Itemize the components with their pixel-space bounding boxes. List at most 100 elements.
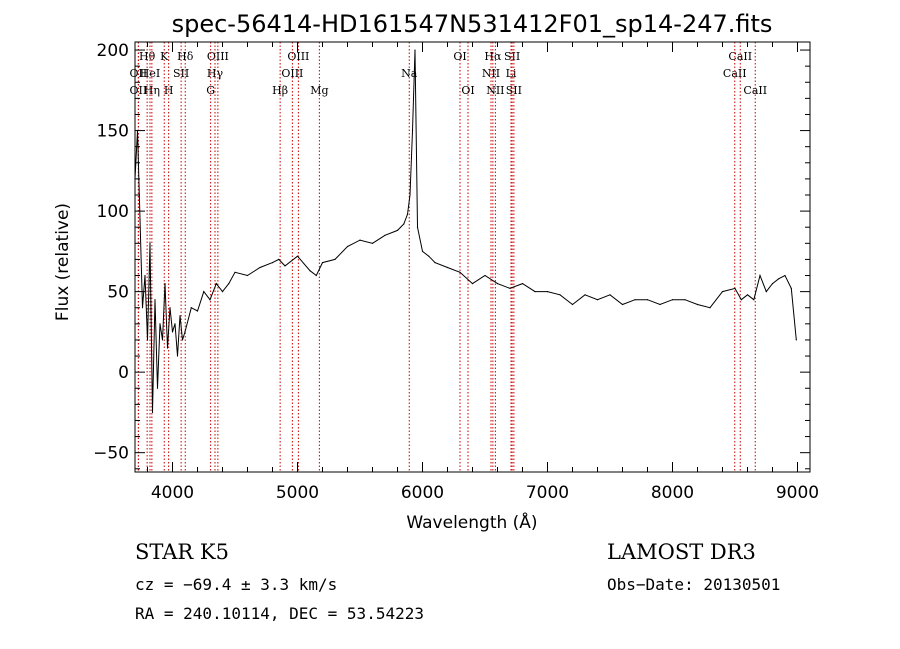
marker-label: Hθ [139,50,156,63]
data-point [521,283,524,285]
marker-label: Hβ [272,84,288,97]
data-point [315,274,317,277]
marker-label: H [164,84,174,97]
data-point [609,294,611,296]
data-point [403,223,405,225]
data-point [546,291,549,293]
data-point [646,299,649,301]
data-point [184,331,186,333]
data-point [271,262,274,264]
data-point [795,339,797,341]
marker-label: Li [506,67,517,80]
marker-label: Hη [144,84,160,97]
data-point [246,274,249,277]
data-point [161,339,164,341]
marker-label: K [160,50,169,63]
spectrum-line [134,50,797,413]
data-point [684,299,686,301]
data-point [509,287,511,289]
x-tick-label: 6000 [401,483,444,503]
marker-label: OI [461,84,474,97]
data-point [159,323,161,325]
marker-label: SII [504,50,520,63]
data-point [203,291,205,293]
x-tick-label: 9000 [776,483,819,503]
redshift-velocity: cz = −69.4 ± 3.3 km/s [135,575,338,594]
data-point [169,307,171,309]
data-point [734,287,736,289]
data-point [166,347,169,349]
data-point [384,234,386,236]
data-point [771,283,774,285]
data-point [416,226,419,228]
data-point [411,130,414,132]
data-point [259,266,261,269]
data-point [179,315,181,317]
marker-label: Hα [484,50,502,63]
marker-label: OI [453,50,466,63]
data-point [181,339,184,341]
marker-label: CaII [728,50,752,63]
y-tick-label: 50 [107,283,129,303]
data-point [309,270,311,272]
data-point [434,262,436,264]
data-point [778,278,780,280]
y-axis-label: Flux (relative) [53,203,73,321]
data-point [174,323,176,325]
data-point [721,291,724,293]
marker-label: Hδ [177,50,194,63]
x-tick-label: 8000 [651,483,694,503]
marker-label: Mg [310,84,328,97]
data-point [596,299,599,301]
data-point [740,299,742,301]
data-point [234,271,236,273]
data-point [190,307,192,309]
data-point [139,218,141,220]
data-point [559,294,561,296]
marker-label: OII [130,84,148,97]
data-point [496,283,499,285]
data-point [621,303,624,306]
data-point [414,49,416,51]
data-point [156,387,159,389]
data-point [753,299,755,301]
marker-label: SII [173,67,189,80]
marker-label: CaII [723,67,747,80]
data-point [709,307,711,309]
marker-label: NII [482,67,500,80]
y-tick-label: −50 [93,444,129,464]
data-point [149,242,151,244]
survey-name: LAMOST DR3 [607,540,756,564]
marker-label: HeI [140,67,160,80]
data-point [215,283,217,285]
data-point [371,242,374,244]
y-tick-label: 100 [97,202,129,222]
marker-label: Na [401,67,418,80]
plot-frame [134,41,811,473]
data-point [321,262,324,264]
data-point [176,355,179,357]
chart-title: spec-56414-HD161547N531412F01_sp14-247.f… [172,10,773,38]
data-point [221,291,224,293]
marker-label: SII [506,84,522,97]
marker-label: NII [486,84,504,97]
marker-label: OIII [287,50,309,63]
data-point [196,310,199,312]
data-point [359,239,361,241]
data-point [784,274,786,277]
data-point [428,255,430,257]
data-point [228,283,230,285]
data-point [334,258,336,260]
marker-label: G [206,84,215,97]
y-tick-label: 200 [97,41,129,61]
marker-label: CaII [743,84,767,97]
data-point [296,255,299,257]
data-point [484,274,486,277]
data-point [759,274,761,277]
x-tick-label: 4000 [151,483,194,503]
marker-label: OIII [207,50,229,63]
x-tick-label: 5000 [276,483,319,503]
data-point [209,299,211,301]
data-point [446,266,449,269]
observation-date: Obs−Date: 20130501 [607,575,781,594]
